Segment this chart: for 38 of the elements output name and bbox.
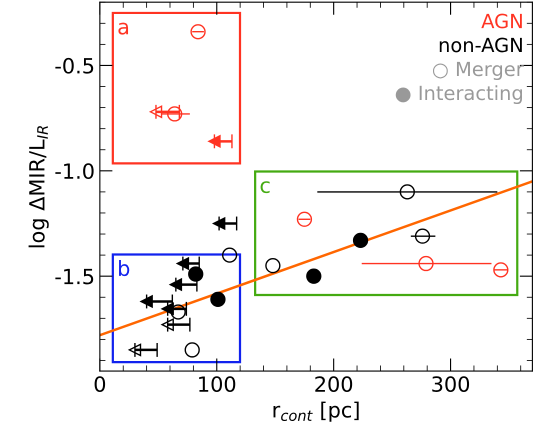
point [222,247,238,263]
point [128,344,142,356]
point [184,342,200,358]
point [167,106,182,122]
point [210,292,226,307]
point [265,258,281,274]
x-tick-label: 0 [94,376,106,392]
x-tick-label: 200 [315,376,352,392]
annotation: ○ Merger [432,62,524,80]
x-axis-title: r$_{cont}$ [pc] [274,402,359,422]
point [493,262,508,278]
point [418,256,434,272]
y-tick-label: -1.0 [55,163,94,180]
y-tick-label: -0.5 [55,58,94,74]
annotation: ● Interacting [396,85,522,104]
annotation: AGN [481,14,522,28]
point [400,184,415,200]
annotation: a [118,22,128,35]
point [176,257,190,270]
y-tick-label: -1.5 [55,268,94,284]
point [170,278,182,291]
point [150,106,162,118]
annotation: b [119,260,130,276]
x-tick-label: 100 [199,376,236,392]
y-axis-title: log ΔMIR/L$_{IR}$ [28,126,49,248]
point [188,266,204,282]
point [140,295,153,308]
annotation: c [260,181,270,194]
point [190,24,206,40]
annotation: non-AGN [440,38,522,52]
point [306,268,322,284]
point [296,212,312,227]
point [212,217,226,230]
point [170,304,186,320]
point [414,228,430,244]
point [352,232,368,248]
x-tick-label: 300 [432,376,470,392]
point [208,135,221,148]
